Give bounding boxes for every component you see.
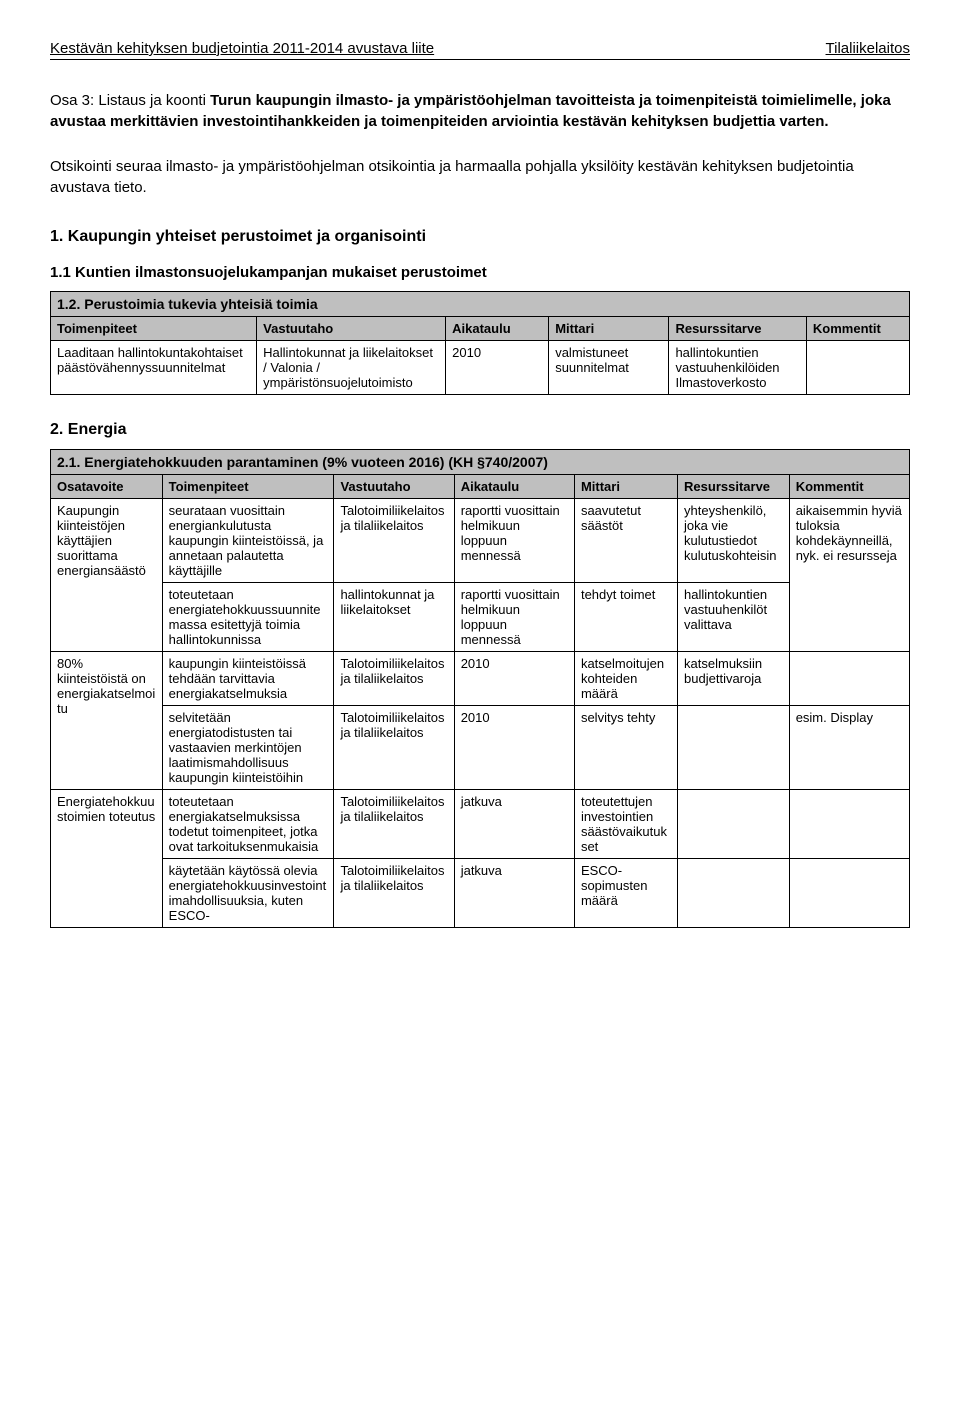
section-1-title: 1. Kaupungin yhteiset perustoimet ja org…: [50, 228, 910, 246]
table-header-row: Osatavoite Toimenpiteet Vastuutaho Aikat…: [51, 475, 910, 499]
section-2-title: 2. Energia: [50, 421, 910, 439]
th: Toimenpiteet: [162, 475, 334, 499]
th: Toimenpiteet: [51, 317, 257, 341]
td: 2010: [454, 706, 574, 790]
td: Talotoimiliikelaitos ja tilaliikelaitos: [334, 706, 454, 790]
td: 2010: [454, 652, 574, 706]
page-header: Kestävän kehityksen budjetointia 2011-20…: [50, 40, 910, 60]
td: hallintokuntien vastuuhenkilöiden Ilmast…: [669, 341, 806, 395]
td: selvitys tehty: [574, 706, 677, 790]
td-kommentit: [789, 859, 909, 928]
td: yhteyshenkilö, joka vie kulutustiedot ku…: [678, 499, 790, 583]
td: raportti vuosittain helmikuun loppuun me…: [454, 583, 574, 652]
table-row: Laaditaan hallintokuntakohtaiset päästöv…: [51, 341, 910, 395]
td: jatkuva: [454, 790, 574, 859]
td: [678, 790, 790, 859]
td: valmistuneet suunnitelmat: [549, 341, 669, 395]
td-kommentit: esim. Display: [789, 706, 909, 790]
td: Talotoimiliikelaitos ja tilaliikelaitos: [334, 859, 454, 928]
th: Vastuutaho: [257, 317, 446, 341]
table-row: Energiatehokkuustoimien toteutustoteutet…: [51, 790, 910, 859]
intro-prefix: Osa 3: Listaus ja koonti: [50, 92, 210, 109]
th: Resurssitarve: [669, 317, 806, 341]
table-header-row: Toimenpiteet Vastuutaho Aikataulu Mittar…: [51, 317, 910, 341]
table-row: toteutetaan energiatehokkuussuunnitemass…: [51, 583, 910, 652]
td: katselmoitujen kohteiden määrä: [574, 652, 677, 706]
td-kommentit: aikaisemmin hyviä tuloksia kohdekäynneil…: [789, 499, 909, 652]
td: [678, 706, 790, 790]
td: saavutetut säästöt: [574, 499, 677, 583]
td: toteutettujen investointien säästövaikut…: [574, 790, 677, 859]
td: Laaditaan hallintokuntakohtaiset päästöv…: [51, 341, 257, 395]
td-osatavoite: Kaupungin kiinteistöjen käyttäjien suori…: [51, 499, 163, 652]
section-1-1-title: 1.1 Kuntien ilmastonsuojelukampanjan muk…: [50, 264, 910, 281]
td: Hallintokunnat ja liikelaitokset / Valon…: [257, 341, 446, 395]
intro-paragraph: Osa 3: Listaus ja koonti Turun kaupungin…: [50, 90, 910, 132]
td: Talotoimiliikelaitos ja tilaliikelaitos: [334, 652, 454, 706]
td-osatavoite: 80% kiinteistöistä on energiakatselmoitu: [51, 652, 163, 790]
th: Mittari: [549, 317, 669, 341]
td: katselmuksiin budjettivaroja: [678, 652, 790, 706]
td: raportti vuosittain helmikuun loppuun me…: [454, 499, 574, 583]
header-left: Kestävän kehityksen budjetointia 2011-20…: [50, 40, 434, 57]
header-right: Tilaliikelaitos: [826, 40, 910, 57]
td: Talotoimiliikelaitos ja tilaliikelaitos: [334, 790, 454, 859]
th: Aikataulu: [454, 475, 574, 499]
td-osatavoite: Energiatehokkuustoimien toteutus: [51, 790, 163, 928]
table-2: 2.1. Energiatehokkuuden parantaminen (9%…: [50, 449, 910, 928]
td: jatkuva: [454, 859, 574, 928]
th: Resurssitarve: [678, 475, 790, 499]
table-1: 1.2. Perustoimia tukevia yhteisiä toimia…: [50, 291, 910, 395]
th: Aikataulu: [446, 317, 549, 341]
td: [678, 859, 790, 928]
th: Vastuutaho: [334, 475, 454, 499]
td: selvitetään energiatodistusten tai vasta…: [162, 706, 334, 790]
table-row: 80% kiinteistöistä on energiakatselmoitu…: [51, 652, 910, 706]
td-kommentit: [789, 790, 909, 859]
td: hallintokuntien vastuuhenkilöt valittava: [678, 583, 790, 652]
td: Talotoimiliikelaitos ja tilaliikelaitos: [334, 499, 454, 583]
td: seurataan vuosittain energiankulutusta k…: [162, 499, 334, 583]
td-kommentit: [789, 652, 909, 706]
th: Kommentit: [789, 475, 909, 499]
td: kaupungin kiinteistöissä tehdään tarvitt…: [162, 652, 334, 706]
td: tehdyt toimet: [574, 583, 677, 652]
td: toteutetaan energiakatselmuksissa todetu…: [162, 790, 334, 859]
table-1-title: 1.2. Perustoimia tukevia yhteisiä toimia: [51, 292, 910, 317]
td: hallintokunnat ja liikelaitokset: [334, 583, 454, 652]
note-paragraph: Otsikointi seuraa ilmasto- ja ympäristöo…: [50, 156, 910, 198]
th: Mittari: [574, 475, 677, 499]
table-row: selvitetään energiatodistusten tai vasta…: [51, 706, 910, 790]
td: [806, 341, 909, 395]
th: Osatavoite: [51, 475, 163, 499]
td: toteutetaan energiatehokkuussuunnitemass…: [162, 583, 334, 652]
td: käytetään käytössä olevia energiatehokku…: [162, 859, 334, 928]
td: ESCO-sopimusten määrä: [574, 859, 677, 928]
table-2-title: 2.1. Energiatehokkuuden parantaminen (9%…: [51, 450, 910, 475]
td: 2010: [446, 341, 549, 395]
th: Kommentit: [806, 317, 909, 341]
table-row: käytetään käytössä olevia energiatehokku…: [51, 859, 910, 928]
table-row: Kaupungin kiinteistöjen käyttäjien suori…: [51, 499, 910, 583]
